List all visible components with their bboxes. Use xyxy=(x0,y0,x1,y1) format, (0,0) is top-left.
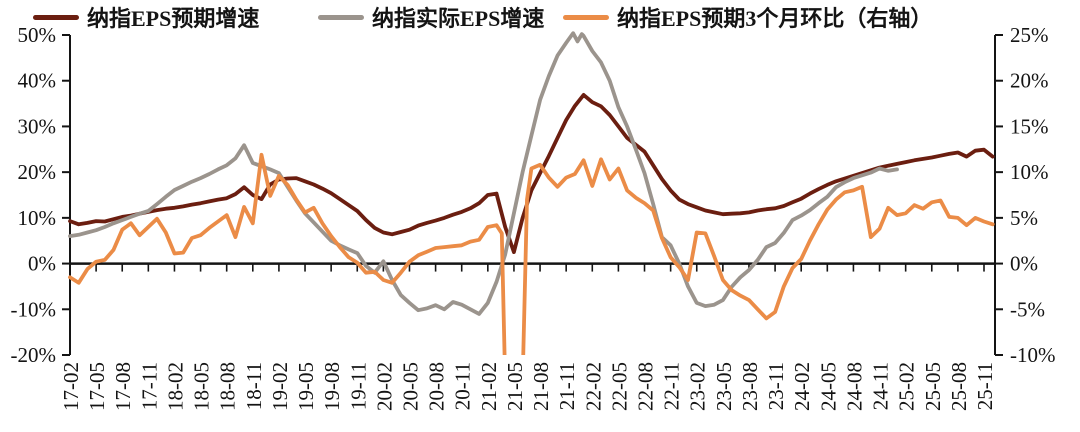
x-axis-label: 17-08 xyxy=(111,362,135,411)
y-axis-label-left: 10% xyxy=(18,206,57,230)
x-axis-label: 18-11 xyxy=(242,362,266,410)
x-axis-label: 22-02 xyxy=(581,362,605,411)
legend-line-swatch-orange xyxy=(563,14,609,20)
series-line-expected-eps-3m-momentum xyxy=(68,152,995,355)
x-axis-label: 24-05 xyxy=(816,362,840,411)
x-axis-label: 18-08 xyxy=(216,362,240,411)
y-axis-label-right: 5% xyxy=(1010,206,1038,230)
x-axis-label: 17-11 xyxy=(137,362,161,410)
y-axis-label-left: -20% xyxy=(11,343,57,367)
legend: 纳指EPS预期增速 纳指实际EPS增速 纳指EPS预期3个月环比（右轴） xyxy=(0,0,1080,32)
x-axis-label: 17-02 xyxy=(59,362,83,411)
legend-label: 纳指EPS预期增速 xyxy=(87,6,260,31)
y-axis-label-left: -10% xyxy=(11,297,57,321)
legend-item-expected-eps-3m-momentum: 纳指EPS预期3个月环比（右轴） xyxy=(563,3,932,31)
x-axis-label: 24-11 xyxy=(869,362,893,410)
legend-item-actual-eps-growth: 纳指实际EPS增速 xyxy=(318,3,544,31)
x-axis-label: 25-11 xyxy=(973,362,997,410)
y-axis-label-right: -5% xyxy=(1010,297,1045,321)
legend-line-swatch-maroon xyxy=(33,14,79,20)
x-axis-label: 17-05 xyxy=(85,362,109,411)
x-axis-label: 22-11 xyxy=(660,362,684,410)
legend-item-expected-eps-growth: 纳指EPS预期增速 xyxy=(33,3,259,31)
y-axis-label-left: 50% xyxy=(18,23,57,47)
x-axis-label: 18-02 xyxy=(163,362,187,411)
x-axis-label: 23-02 xyxy=(686,362,710,411)
x-axis-label: 21-02 xyxy=(477,362,501,411)
y-axis-label-right: 10% xyxy=(1010,160,1049,184)
x-axis-label: 24-02 xyxy=(790,362,814,411)
x-axis-label: 21-05 xyxy=(503,362,527,411)
y-axis-label-left: 0% xyxy=(28,252,56,276)
x-axis-label: 25-05 xyxy=(921,362,945,411)
y-axis-label-right: 15% xyxy=(1010,114,1049,138)
y-axis-label-right: 0% xyxy=(1010,252,1038,276)
x-axis-label: 19-02 xyxy=(268,362,292,411)
x-axis-label: 24-08 xyxy=(842,362,866,411)
x-axis-label: 21-08 xyxy=(529,362,553,411)
y-axis-label-left: 40% xyxy=(18,69,57,93)
x-axis-label: 23-08 xyxy=(738,362,762,411)
x-axis-label: 20-02 xyxy=(372,362,396,411)
legend-line-swatch-gray xyxy=(318,14,364,20)
x-axis-label: 20-05 xyxy=(398,362,422,411)
y-axis-label-left: 20% xyxy=(18,160,57,184)
x-axis-label: 19-05 xyxy=(294,362,318,411)
legend-label: 纳指实际EPS增速 xyxy=(372,6,545,31)
x-axis-label: 25-02 xyxy=(895,362,919,411)
series-line-expected-eps-growth xyxy=(68,93,995,254)
x-axis-label: 21-11 xyxy=(555,362,579,410)
x-axis-label: 19-08 xyxy=(320,362,344,411)
x-axis-label: 23-05 xyxy=(712,362,736,411)
x-axis-label: 20-08 xyxy=(425,362,449,411)
x-axis-label: 22-08 xyxy=(634,362,658,411)
x-axis-label: 25-08 xyxy=(947,362,971,411)
x-axis-label: 19-11 xyxy=(346,362,370,410)
series-line-actual-eps-growth xyxy=(68,31,899,316)
legend-label: 纳指EPS预期3个月环比（右轴） xyxy=(617,6,933,31)
x-axis-label: 20-11 xyxy=(451,362,475,410)
y-axis-label-left: 30% xyxy=(18,114,57,138)
x-axis-label: 23-11 xyxy=(764,362,788,410)
y-axis-label-right: 20% xyxy=(1010,69,1049,93)
x-axis-label: 22-05 xyxy=(607,362,631,411)
y-axis-label-right: 25% xyxy=(1010,23,1049,47)
x-axis-label: 18-05 xyxy=(190,362,214,411)
y-axis-label-right: -10% xyxy=(1010,343,1056,367)
